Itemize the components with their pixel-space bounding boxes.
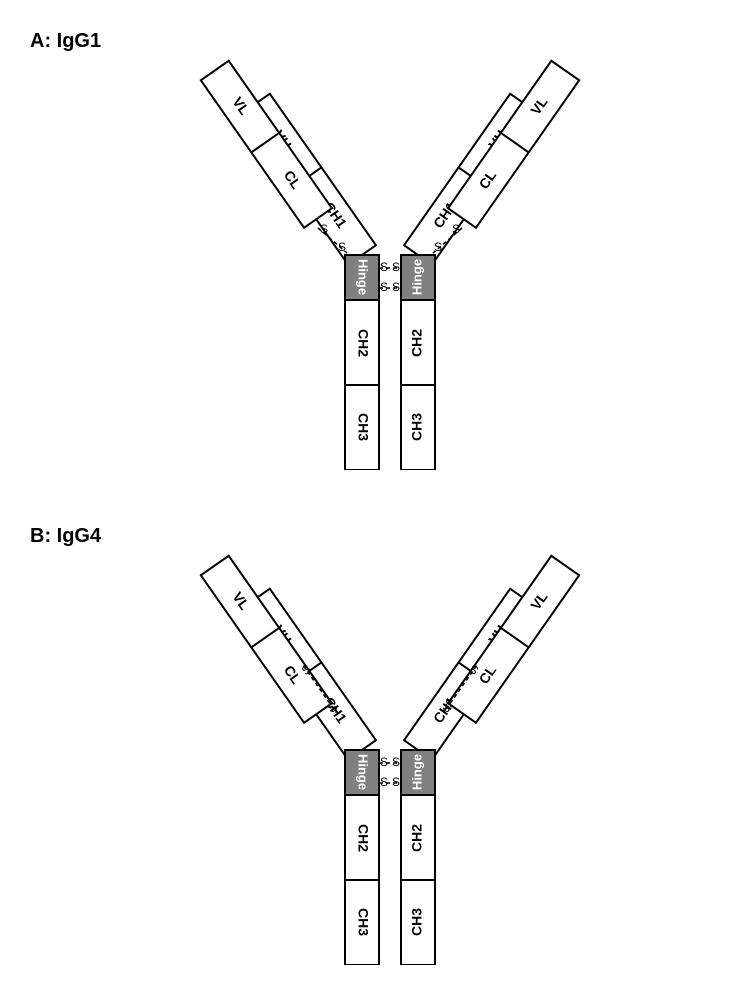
panel-b-label: B: IgG4 bbox=[30, 525, 101, 548]
left-light-arm bbox=[201, 61, 332, 228]
ch3-label: CH3 bbox=[409, 413, 425, 441]
antibody-igg1: VH CH1 VL CL VH CH1 VL CL Hinge bbox=[140, 40, 640, 460]
hinge-bonds: S S S S bbox=[379, 755, 401, 789]
svg-text:S: S bbox=[380, 755, 388, 769]
antibody-igg4: VH CH1 VL CL VH CH1 VL CL Hinge bbox=[140, 535, 640, 955]
svg-text:S: S bbox=[452, 222, 460, 236]
ch3-label: CH3 bbox=[409, 908, 425, 936]
svg-text:S: S bbox=[320, 222, 328, 236]
panel-a-label: A: IgG1 bbox=[30, 30, 101, 53]
ch2-label: CH2 bbox=[355, 329, 371, 357]
svg-text:S: S bbox=[392, 775, 400, 789]
hinge-label: Hinge bbox=[356, 754, 371, 790]
svg-text:S: S bbox=[338, 240, 346, 254]
ch3-label: CH3 bbox=[355, 413, 371, 441]
left-light-arm bbox=[201, 556, 332, 723]
svg-text:S: S bbox=[380, 775, 388, 789]
hinge-label: Hinge bbox=[356, 259, 371, 295]
hinge-label: Hinge bbox=[409, 754, 424, 790]
ch2-label: CH2 bbox=[355, 824, 371, 852]
hinge-bonds: S S S S bbox=[379, 260, 401, 294]
ch2-label: CH2 bbox=[409, 824, 425, 852]
svg-text:S: S bbox=[392, 260, 400, 274]
ch2-label: CH2 bbox=[409, 329, 425, 357]
svg-text:S: S bbox=[392, 280, 400, 294]
hinge-label: Hinge bbox=[409, 259, 424, 295]
ch3-label: CH3 bbox=[355, 908, 371, 936]
right-light-arm bbox=[448, 556, 579, 723]
svg-text:S: S bbox=[434, 240, 442, 254]
svg-text:S: S bbox=[380, 260, 388, 274]
right-light-arm bbox=[448, 61, 579, 228]
svg-text:S: S bbox=[380, 280, 388, 294]
svg-text:S: S bbox=[392, 755, 400, 769]
